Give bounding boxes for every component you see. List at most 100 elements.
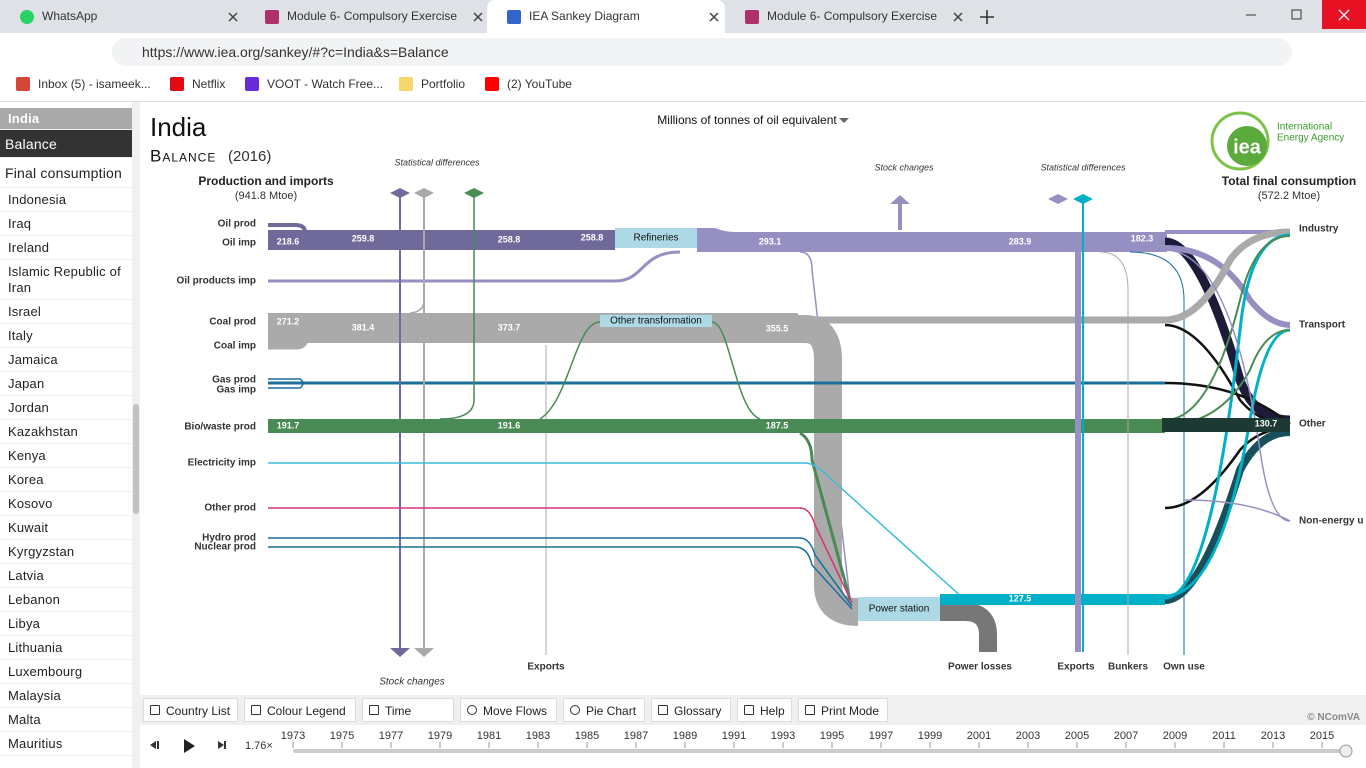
year-label: 1975 [330, 730, 354, 742]
flow-value: 127.5 [1009, 593, 1032, 603]
top-label: Stock changes [874, 162, 934, 172]
bottom-label: Stock changes [379, 677, 445, 688]
flow-value: 218.6 [277, 236, 300, 246]
country-item[interactable]: Jordan [0, 396, 132, 420]
flow-value: 381.4 [352, 322, 375, 332]
country-item[interactable]: Iraq [0, 212, 132, 236]
thumb[interactable] [1339, 744, 1353, 758]
country-list: India Balance Final consumption Indonesi… [0, 102, 132, 768]
tab-close[interactable] [473, 12, 483, 22]
tab-close[interactable] [228, 12, 238, 22]
country-item[interactable]: Malta [0, 708, 132, 732]
country-item[interactable]: Malaysia [0, 684, 132, 708]
country-item[interactable]: Ireland [0, 236, 132, 260]
left-title: Production and imports [198, 174, 334, 188]
country-item[interactable]: Kenya [0, 444, 132, 468]
flow-value: 182.3 [1131, 233, 1154, 243]
button-icon [805, 705, 815, 715]
toolbar-button[interactable]: Colour Legend [244, 698, 356, 722]
timeline-controls: 1.76× 1973 1975 1977 1979 1981 1983 1985 1987 198… [150, 730, 1353, 758]
unit-dropdown[interactable] [839, 118, 849, 123]
year-label: 1993 [771, 730, 795, 742]
view-final[interactable]: Final consumption [0, 158, 132, 188]
year: (2016) [228, 148, 271, 165]
country-item[interactable]: Italy [0, 324, 132, 348]
bookmark-icon [399, 77, 413, 91]
year-label: 2015 [1310, 730, 1334, 742]
toolbar-button[interactable]: Help [737, 698, 792, 722]
window-controls[interactable] [1226, 0, 1366, 33]
year-label: 1973 [281, 730, 305, 742]
next[interactable] [218, 741, 224, 749]
year-label: 1997 [869, 730, 893, 742]
button-icon [150, 705, 160, 715]
country-item[interactable]: Korea [0, 468, 132, 492]
country-item[interactable]: Luxembourg [0, 660, 132, 684]
source-label: Electricity imp [188, 458, 256, 469]
bookmark-icon [485, 77, 499, 91]
flow-value: 373.7 [498, 322, 521, 332]
country-item[interactable]: Mauritius [0, 732, 132, 756]
track[interactable] [293, 749, 1348, 753]
tab[interactable]: Module 6- Compulsory Exercise [287, 9, 458, 23]
source-label: Oil products imp [177, 276, 256, 287]
tab[interactable]: IEA Sankey Diagram [487, 0, 725, 33]
refineries-node[interactable] [615, 228, 697, 248]
bookmark-icon [16, 77, 30, 91]
country-item[interactable]: Islamic Republic of Iran [0, 260, 132, 300]
logo-mark: iea [1233, 136, 1262, 158]
bookmarks-bar: Inbox (5) - isameek... Netflix VOOT - Watc… [0, 70, 1366, 102]
tab-icon [745, 10, 759, 24]
play[interactable] [184, 739, 195, 753]
source-label: Oil prod [218, 219, 256, 230]
other-transformation-node[interactable] [600, 315, 712, 327]
tab-close[interactable] [953, 12, 963, 22]
flow-value: 283.9 [1009, 236, 1032, 246]
toolbar-button[interactable]: Print Mode [798, 698, 888, 722]
country-item[interactable]: Lithuania [0, 636, 132, 660]
bookmark[interactable]: (2) YouTube [507, 77, 572, 91]
year-label: 1983 [526, 730, 550, 742]
source-label: Bio/waste prod [184, 422, 256, 433]
tab[interactable]: Module 6- Compulsory Exercise [767, 9, 938, 23]
year-label: 1999 [918, 730, 942, 742]
bookmark[interactable]: Inbox (5) - isameek... [38, 77, 151, 91]
country-item[interactable]: Kazakhstan [0, 420, 132, 444]
new-tab[interactable] [980, 10, 994, 24]
view-balance[interactable]: Balance [0, 130, 132, 158]
country-item[interactable]: Japan [0, 372, 132, 396]
flow-value: 355.5 [766, 323, 789, 333]
toolbar-button[interactable]: Glossary [651, 698, 731, 722]
selected-country[interactable]: India [0, 108, 132, 130]
bottom-label: Power losses [948, 662, 1012, 673]
toolbar-button[interactable]: Country List [143, 698, 238, 722]
bookmark[interactable]: Portfolio [421, 77, 466, 91]
bookmark[interactable]: VOOT - Watch Free... [267, 77, 384, 91]
power-station-node[interactable] [858, 597, 940, 621]
country-item[interactable]: Lebanon [0, 588, 132, 612]
country-item[interactable]: Libya [0, 612, 132, 636]
year-label: 1991 [722, 730, 746, 742]
scroll-thumb[interactable] [133, 404, 139, 514]
top-label: Statistical differences [394, 157, 480, 167]
country-item[interactable]: Kuwait [0, 516, 132, 540]
scrollbar[interactable] [132, 102, 140, 768]
country-title: India [150, 112, 207, 142]
country-item[interactable]: Israel [0, 300, 132, 324]
view-subtitle: Balance [150, 146, 216, 165]
tab[interactable]: WhatsApp [42, 9, 98, 23]
tab-close[interactable] [709, 12, 719, 22]
country-item[interactable]: Kyrgyzstan [0, 540, 132, 564]
country-item[interactable]: Latvia [0, 564, 132, 588]
bookmark[interactable]: Netflix [192, 77, 226, 91]
url-field[interactable]: https://www.iea.org/sankey/#?c=India&s=B… [112, 38, 1292, 66]
country-item[interactable]: Jamaica [0, 348, 132, 372]
country-item[interactable]: Indonesia [0, 188, 132, 212]
prev[interactable] [150, 741, 156, 749]
flow-value: 191.6 [498, 420, 521, 430]
button-icon [744, 705, 754, 715]
tab-icon [20, 10, 34, 24]
country-item[interactable]: Kosovo [0, 492, 132, 516]
copyright: © NComVA [1307, 712, 1360, 723]
